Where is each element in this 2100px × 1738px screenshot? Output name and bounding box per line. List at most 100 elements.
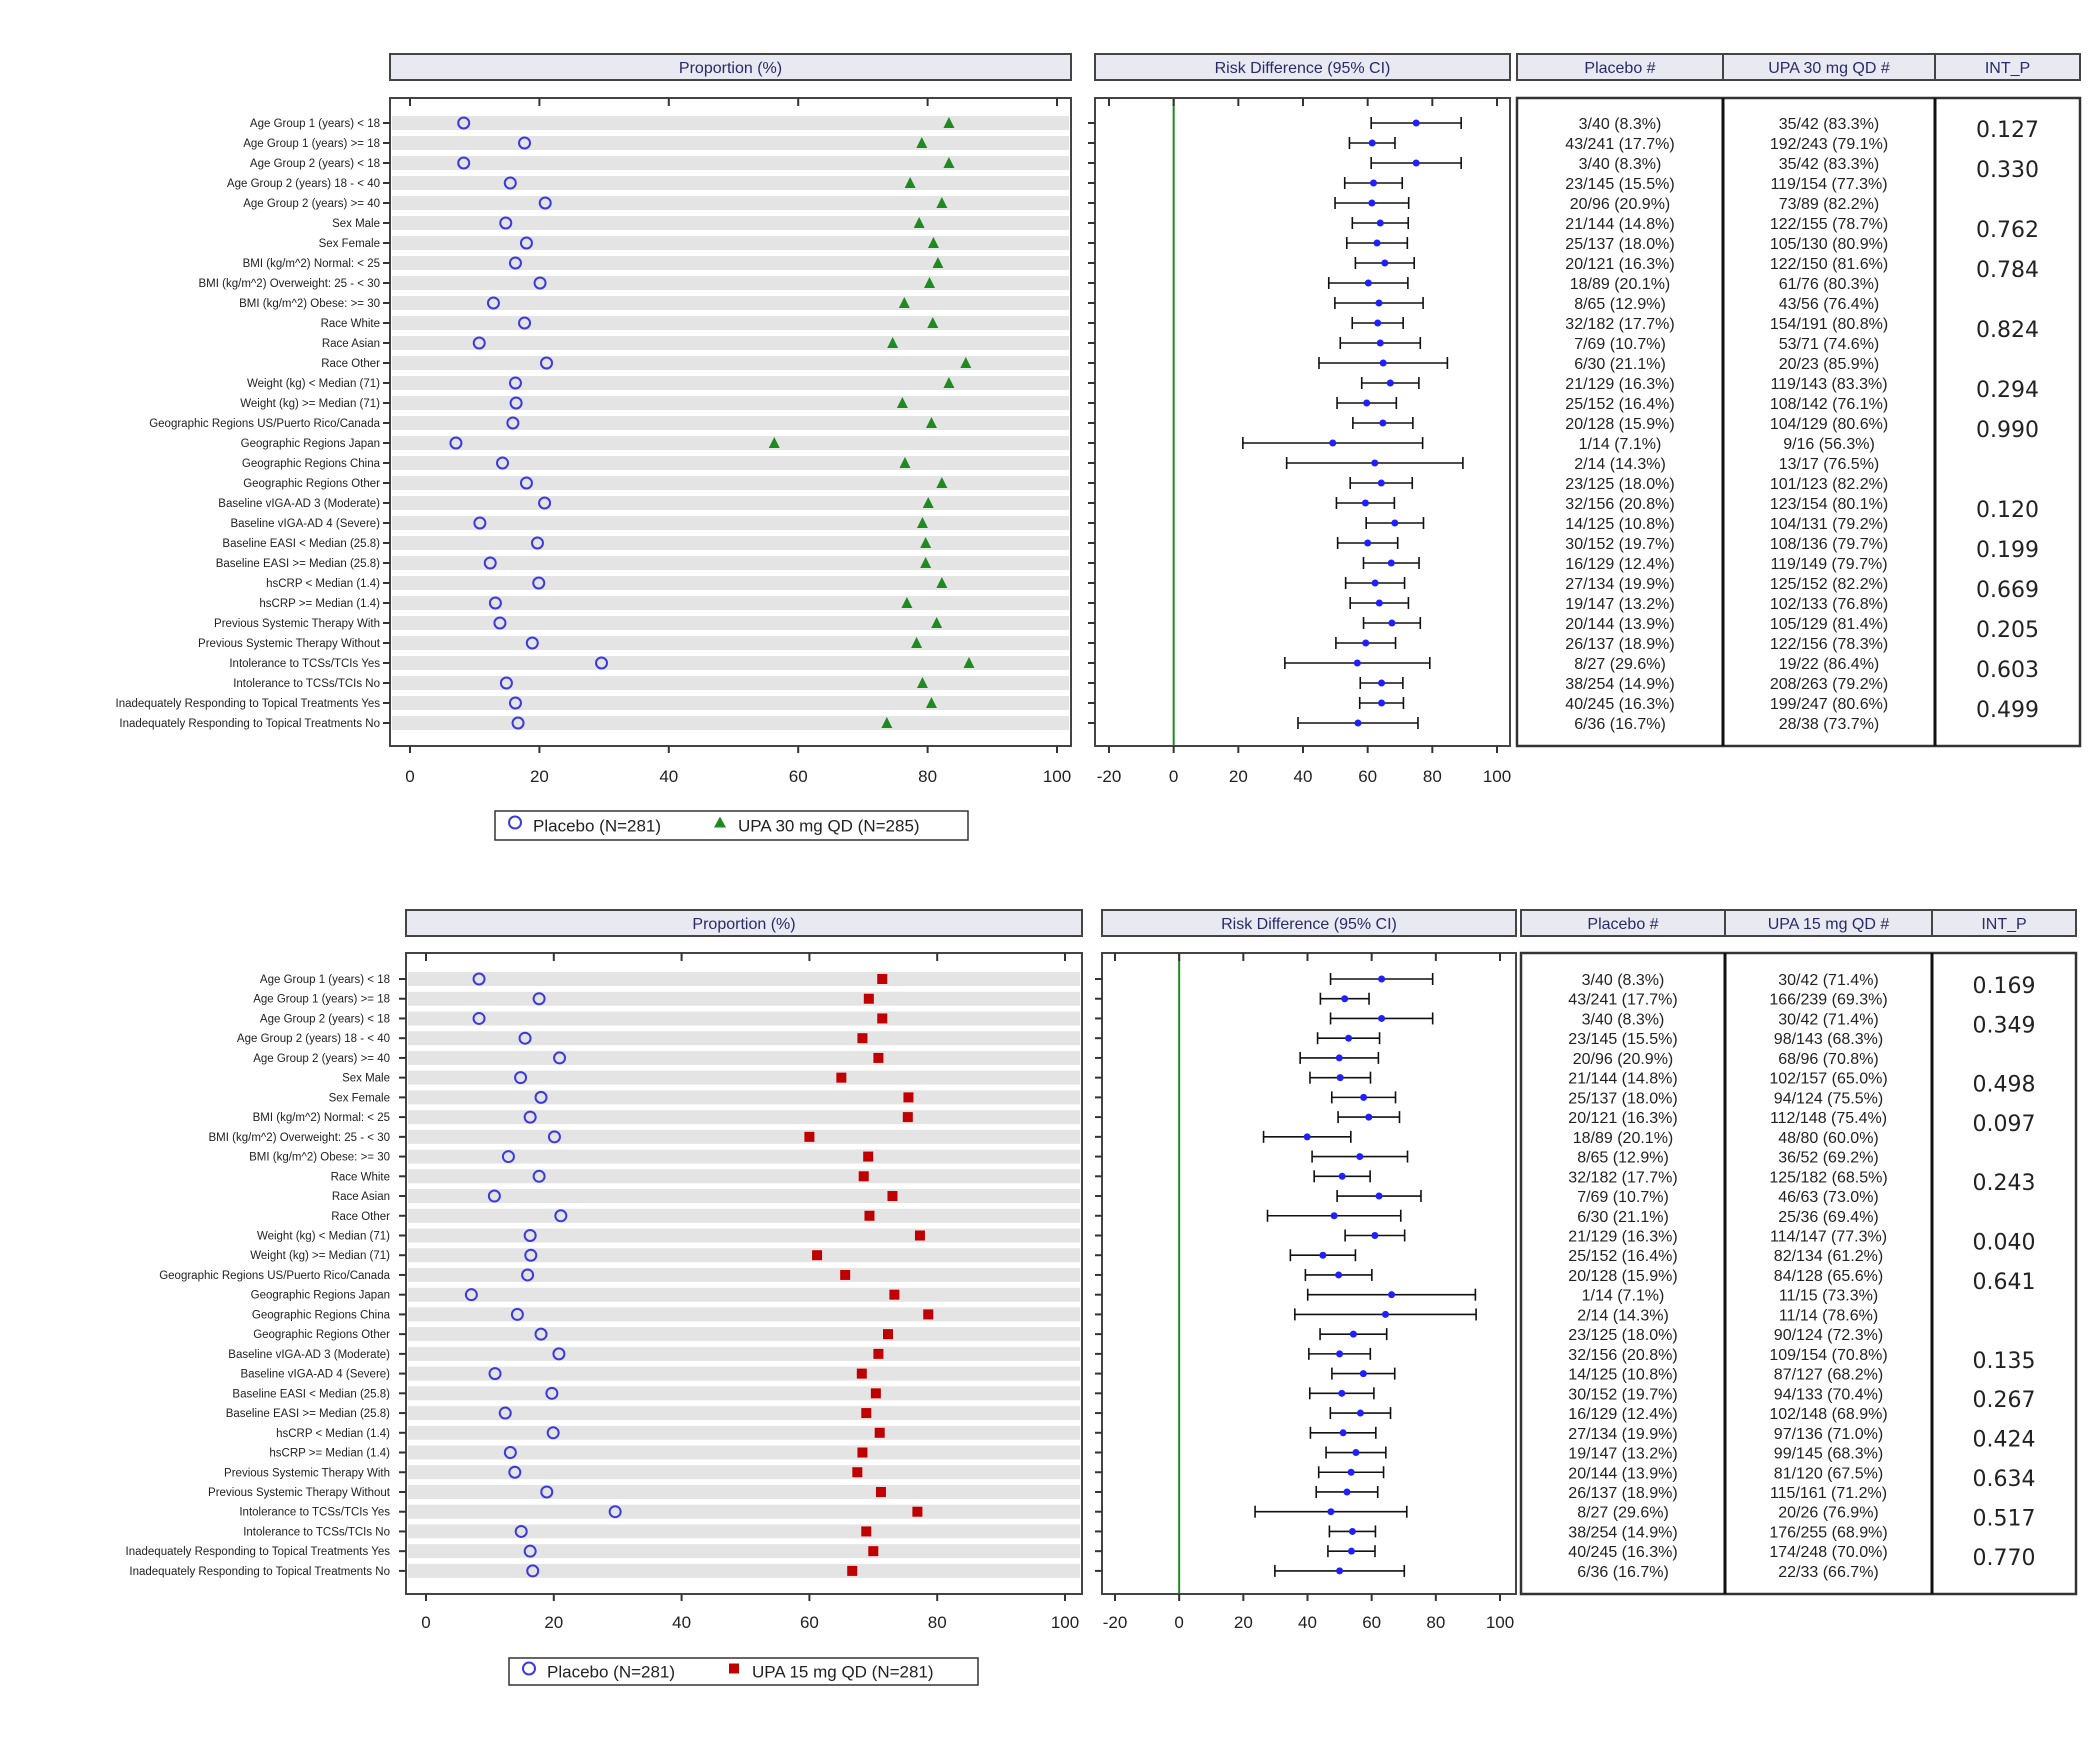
interaction-p-value: 0.824 [1976,318,2039,343]
subgroup-label: Race Other [331,1211,390,1223]
rd-point [1373,239,1381,247]
row-band [392,636,1069,650]
rd-point [1341,995,1349,1003]
active-cell: 90/124 (72.3%) [1774,1327,1883,1344]
active-point [920,537,932,548]
placebo-point [486,296,500,310]
active-point [857,1033,868,1044]
active-point [931,617,943,628]
active-point [903,1092,914,1103]
interaction-p-value: 0.169 [1973,974,2036,999]
placebo-point [523,1544,537,1558]
header-int_p: INT_P [1985,60,2030,77]
active-cell: 87/127 (68.2%) [1774,1367,1883,1384]
placebo-point [503,176,517,190]
placebo-cell: 27/134 (19.9%) [1568,1426,1677,1443]
placebo-point [540,356,554,370]
row-band [392,156,1069,170]
active-cell: 166/239 (69.3%) [1769,992,1887,1009]
placebo-cell: 20/121 (16.3%) [1568,1110,1677,1127]
rd-point [1377,479,1385,487]
subgroup-label: Age Group 1 (years) < 18 [250,118,380,130]
placebo-point [532,576,546,590]
interaction-p-value: 0.990 [1976,418,2039,443]
subgroup-label: BMI (kg/m^2) Obese: >= 30 [239,298,380,310]
placebo-cell: 3/40 (8.3%) [1582,1011,1665,1028]
proportion-tick-label: 20 [530,767,549,786]
placebo-cell: 6/30 (21.1%) [1574,356,1666,373]
interaction-p-value: 0.770 [1973,1546,2036,1571]
active-cell: 53/71 (74.6%) [1779,336,1880,353]
rd-point [1359,1370,1367,1378]
placebo-point [511,716,525,730]
active-cell: 112/148 (75.4%) [1770,1110,1887,1127]
active-cell: 30/42 (71.4%) [1778,1011,1879,1028]
rd-point [1336,1074,1344,1082]
proportion-tick-label: 80 [928,1613,947,1632]
active-point [925,697,937,708]
placebo-point [595,656,609,670]
header-proportion: Proportion (%) [679,60,782,77]
subgroup-label: Weight (kg) >= Median (71) [250,1250,390,1262]
row-band [408,1346,1080,1361]
active-cell: 119/154 (77.3%) [1770,176,1887,193]
legend-placebo-label: Placebo (N=281) [547,1663,675,1682]
interaction-p-value: 0.499 [1976,698,2039,723]
placebo-cell: 20/96 (20.9%) [1570,196,1671,213]
row-band [392,316,1069,330]
row-band [408,1011,1080,1026]
rd-point [1352,1449,1360,1457]
row-band [408,1228,1080,1243]
active-cell: 11/14 (78.6%) [1779,1307,1878,1324]
header-active: UPA 15 mg QD # [1768,916,1890,933]
interaction-p-value: 0.040 [1973,1230,2036,1255]
active-point [861,1526,872,1537]
rd-point [1388,1291,1396,1299]
header-box-int_p [1934,53,2081,81]
legend-placebo-marker [508,815,522,830]
placebo-cell: 14/125 (10.8%) [1568,1367,1677,1384]
row-band [408,1129,1080,1144]
row-band [392,596,1069,610]
summary-table [1519,951,2078,1596]
row-band [392,236,1069,250]
active-point [881,717,893,728]
row-band [408,1149,1080,1164]
header-box-proportion [389,53,1072,81]
header-placebo: Placebo # [1587,916,1658,933]
proportion-tick-label: 0 [405,767,414,786]
rd-point [1329,439,1337,447]
rd-point [1360,1093,1368,1101]
proportion-tick-label: 40 [672,1613,691,1632]
placebo-cell: 3/40 (8.3%) [1582,972,1665,989]
placebo-cell: 40/245 (16.3%) [1568,1544,1677,1561]
active-point [864,1210,875,1221]
placebo-cell: 20/128 (15.9%) [1568,1268,1677,1285]
rd-point [1378,1014,1386,1022]
interaction-p-value: 0.603 [1976,658,2039,683]
legend: Placebo (N=281) UPA 30 mg QD (N=285) [494,810,969,841]
rd-point [1369,179,1377,187]
active-cell: 48/80 (60.0%) [1778,1130,1879,1147]
row-band [408,1445,1080,1460]
rd-point [1362,639,1370,647]
active-cell: 154/191 (80.8%) [1770,316,1888,333]
header-risk_difference: Risk Difference (95% CI) [1221,916,1397,933]
placebo-point [534,1327,548,1341]
row-band [408,1267,1080,1282]
subgroup-label: Previous Systemic Therapy Without [198,638,381,650]
row-band [392,196,1069,210]
placebo-cell: 21/129 (16.3%) [1568,1228,1677,1245]
rd-point [1348,1527,1356,1535]
active-point [804,1131,815,1142]
active-point [874,1427,885,1438]
rd-point [1388,619,1396,627]
subgroup-label: BMI (kg/m^2) Overweight: 25 - < 30 [199,278,380,290]
interaction-p-value: 0.634 [1973,1467,2036,1492]
header-box-int_p [1931,909,2077,937]
row-band [408,1110,1080,1125]
active-cell: 11/15 (73.3%) [1779,1288,1878,1305]
placebo-point [532,992,546,1006]
rd-point [1335,1054,1343,1062]
interaction-p-value: 0.517 [1973,1507,2036,1532]
